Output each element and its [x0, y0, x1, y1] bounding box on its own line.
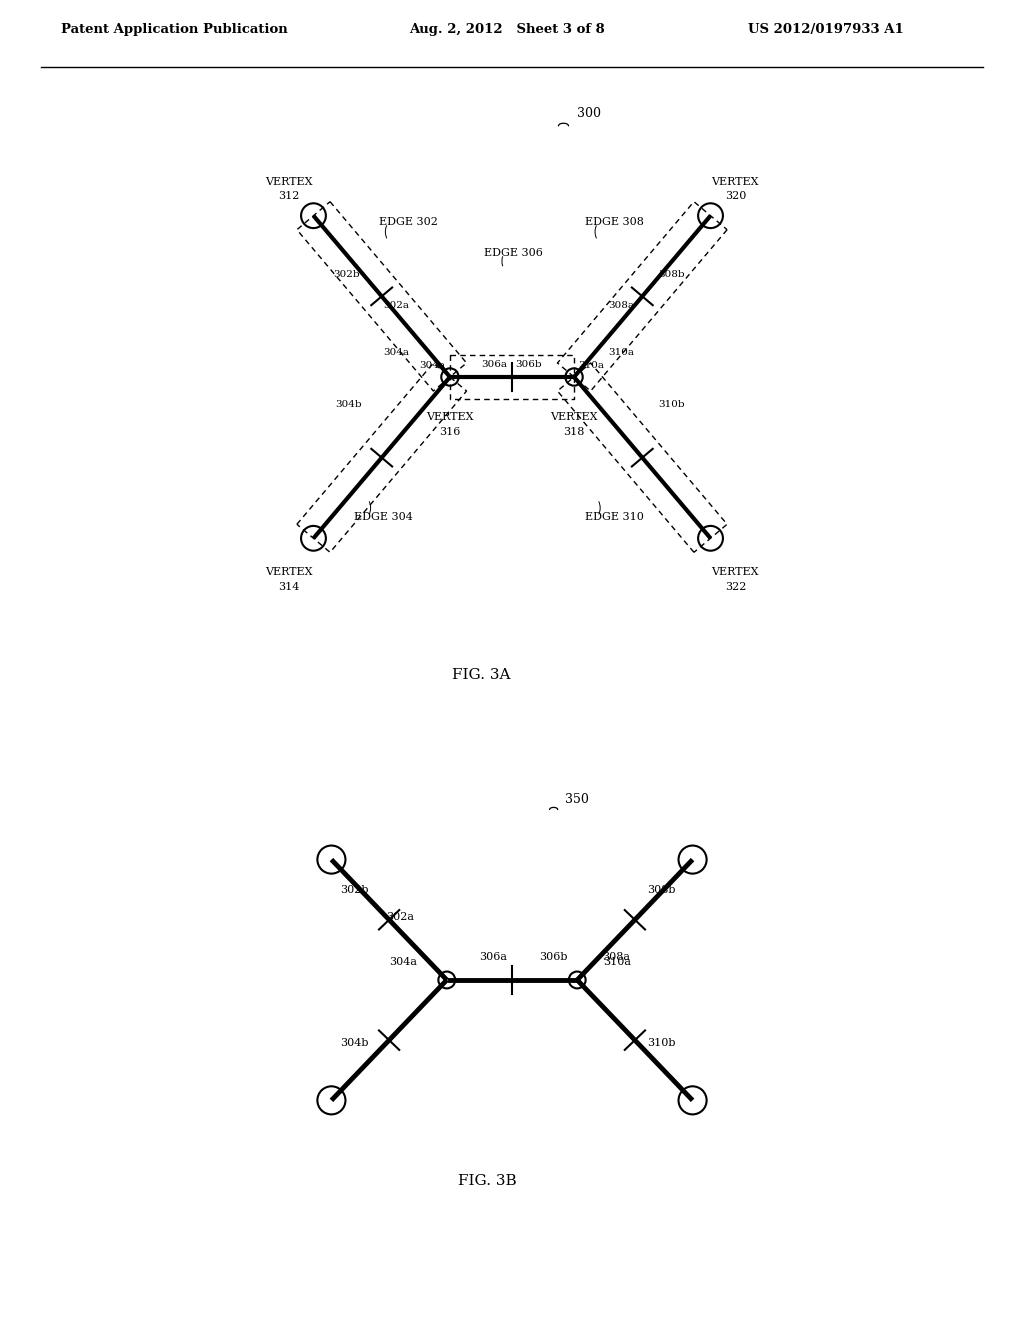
Text: 302b: 302b — [341, 884, 369, 895]
Text: Aug. 2, 2012   Sheet 3 of 8: Aug. 2, 2012 Sheet 3 of 8 — [410, 24, 605, 36]
Text: 306b: 306b — [540, 953, 568, 962]
Text: 306a: 306a — [481, 360, 507, 370]
Text: FIG. 3B: FIG. 3B — [458, 1173, 516, 1188]
Text: 306b: 306b — [515, 360, 542, 370]
Text: 318: 318 — [563, 426, 585, 437]
Text: 304a: 304a — [420, 362, 445, 371]
Text: EDGE 308: EDGE 308 — [585, 216, 644, 227]
Text: 350: 350 — [564, 793, 589, 807]
Text: VERTEX: VERTEX — [712, 177, 759, 186]
Text: EDGE 302: EDGE 302 — [379, 216, 437, 227]
Text: 304b: 304b — [335, 400, 361, 409]
Text: VERTEX: VERTEX — [550, 412, 598, 422]
Text: 322: 322 — [725, 582, 746, 591]
Text: FIG. 3A: FIG. 3A — [452, 668, 510, 682]
Text: 306a: 306a — [479, 953, 508, 962]
Text: 304a: 304a — [389, 957, 417, 968]
Text: 300: 300 — [578, 107, 601, 120]
Text: VERTEX: VERTEX — [265, 568, 312, 577]
Text: 314: 314 — [278, 582, 299, 591]
Text: EDGE 306: EDGE 306 — [484, 248, 543, 257]
Text: 310a: 310a — [603, 957, 631, 968]
Text: 308b: 308b — [647, 884, 676, 895]
Text: 310b: 310b — [647, 1038, 676, 1048]
Text: VERTEX: VERTEX — [265, 177, 312, 186]
Text: EDGE 304: EDGE 304 — [354, 512, 413, 521]
Text: 308a: 308a — [602, 953, 631, 962]
Text: 302a: 302a — [386, 912, 414, 923]
Text: 304b: 304b — [341, 1038, 369, 1048]
Text: 302b: 302b — [334, 271, 360, 279]
Text: 316: 316 — [439, 426, 461, 437]
Text: 308a: 308a — [608, 301, 634, 310]
Text: 302a: 302a — [384, 301, 410, 310]
Text: 304a: 304a — [384, 347, 410, 356]
Text: Patent Application Publication: Patent Application Publication — [61, 24, 288, 36]
Text: 310a: 310a — [579, 362, 604, 371]
Text: 310b: 310b — [657, 400, 684, 409]
Text: 310a: 310a — [608, 347, 634, 356]
Text: VERTEX: VERTEX — [712, 568, 759, 577]
Text: VERTEX: VERTEX — [426, 412, 474, 422]
Text: 308b: 308b — [657, 271, 684, 279]
Text: 312: 312 — [278, 191, 299, 201]
Text: 320: 320 — [725, 191, 746, 201]
Text: US 2012/0197933 A1: US 2012/0197933 A1 — [748, 24, 903, 36]
Text: EDGE 310: EDGE 310 — [585, 512, 644, 521]
